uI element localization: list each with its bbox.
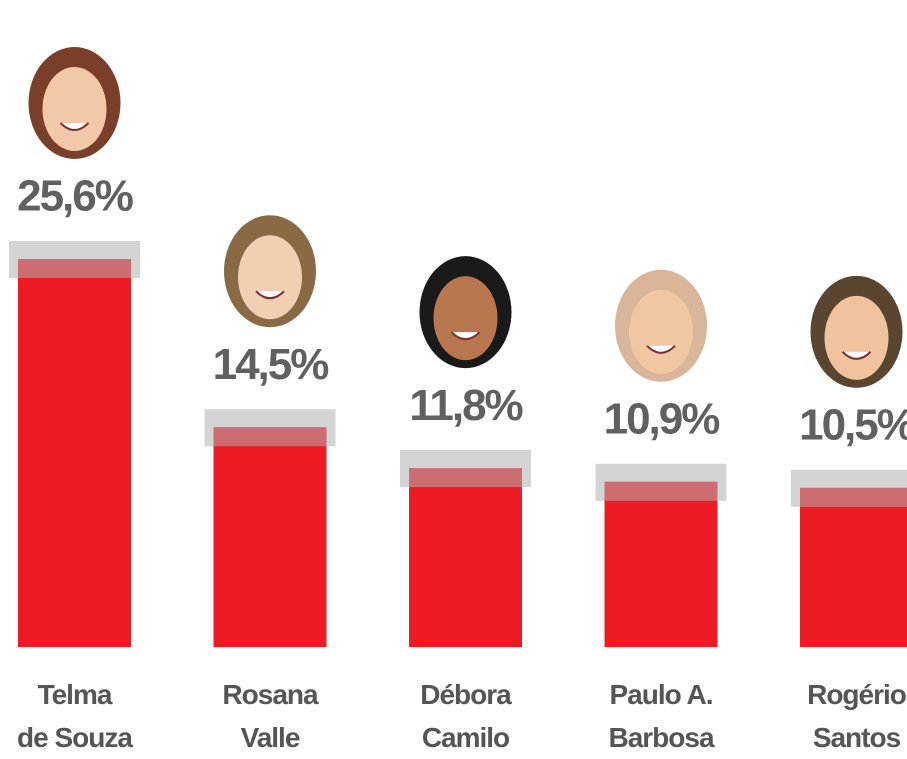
portrait-smile: [646, 345, 676, 354]
value-label: 25,6%: [17, 172, 133, 221]
bar: [409, 468, 522, 647]
portrait-face: [42, 67, 107, 151]
value-label: 14,5%: [213, 340, 329, 389]
x-tick-label: Paulo A. Barbosa: [608, 679, 714, 753]
bar-cap-overlay: [18, 259, 131, 278]
x-tick-label: Débora Camilo: [420, 679, 512, 753]
bar: [604, 481, 718, 647]
portrait: [419, 256, 512, 369]
portrait: [615, 269, 707, 382]
x-tick-label: Rosana Valle: [222, 679, 319, 753]
portrait-face: [629, 289, 693, 374]
portrait-smile: [450, 331, 481, 341]
bar-cap-overlay: [800, 487, 907, 507]
portrait-face: [433, 276, 498, 361]
bar-cap-overlay: [604, 481, 718, 501]
portrait: [28, 47, 121, 159]
portrait-smile: [841, 351, 872, 360]
bar: [800, 487, 907, 647]
portrait-smile: [59, 122, 90, 131]
x-tick-label: Rogério Santos: [807, 679, 907, 753]
portrait-smile: [255, 290, 285, 300]
bar: [18, 259, 131, 647]
bar-cap-overlay: [409, 468, 522, 488]
portrait: [224, 215, 316, 328]
bar-cap-overlay: [213, 427, 327, 447]
value-label: 10,5%: [799, 400, 907, 449]
x-tick-label: Telma de Souza: [17, 679, 133, 753]
portrait: [810, 275, 903, 388]
value-label: 10,9%: [604, 394, 720, 443]
portrait-face: [824, 295, 889, 380]
bar: [213, 427, 327, 647]
value-label: 11,8%: [409, 381, 522, 430]
portrait-face: [238, 235, 302, 320]
